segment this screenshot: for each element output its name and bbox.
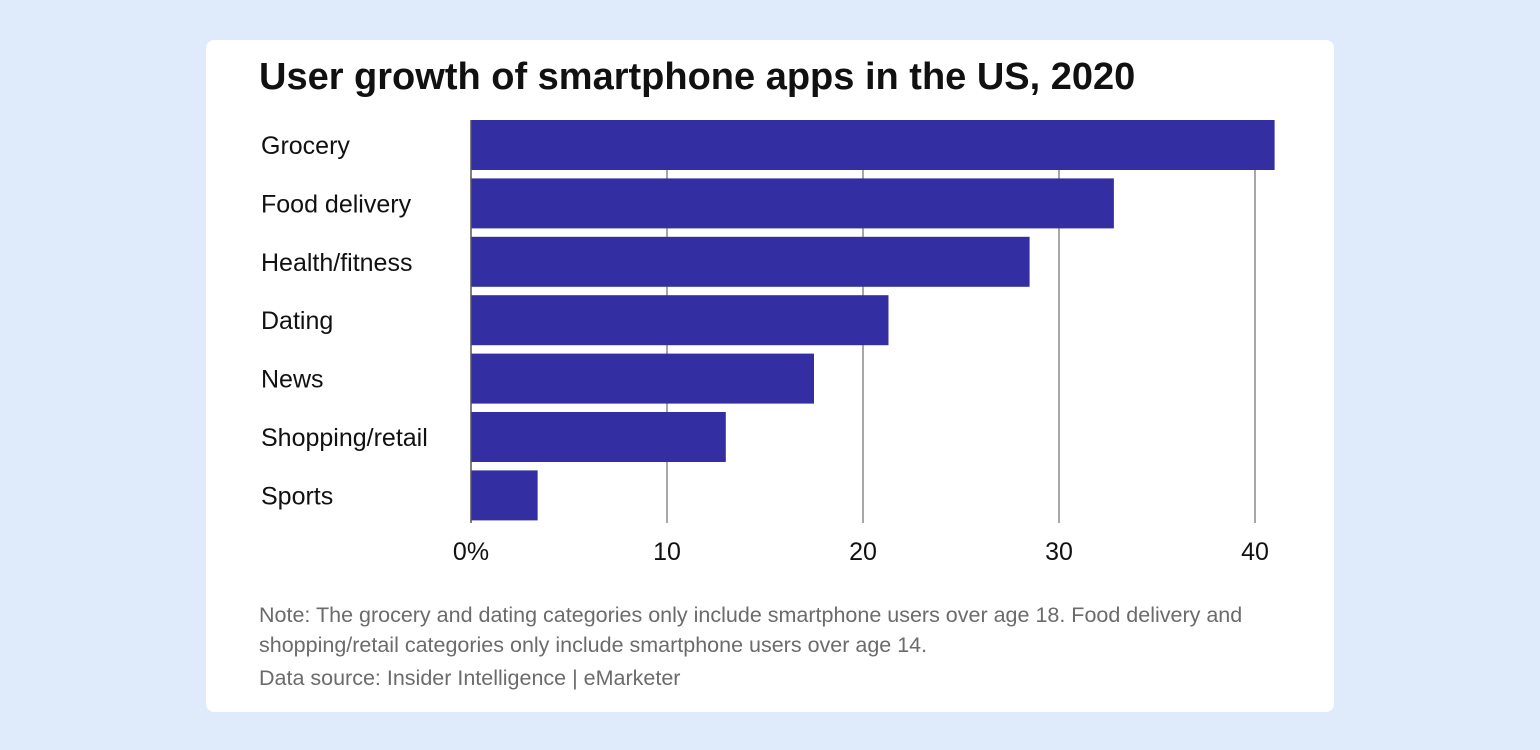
category-label-shopping-retail: Shopping/retail: [261, 424, 428, 452]
x-tick-label-40: 40: [1241, 538, 1269, 566]
bar-food-delivery: [471, 178, 1114, 229]
x-tick-label-10: 10: [653, 538, 681, 566]
x-tick-label-30: 30: [1045, 538, 1073, 566]
data-source: Data source: Insider Intelligence | eMar…: [259, 666, 681, 690]
bar-grocery: [471, 120, 1275, 170]
bar-dating: [471, 295, 889, 346]
x-tick-label-0: 0%: [453, 538, 489, 566]
category-label-food-delivery: Food delivery: [261, 190, 412, 218]
bar-sports: [471, 470, 538, 521]
bar-chart: Grocery Food delivery Health/fitness Dating…: [261, 120, 1275, 566]
x-tick-label-20: 20: [849, 538, 877, 566]
category-label-news: News: [261, 366, 324, 394]
chart-card: User growth of smartphone apps in the US…: [206, 40, 1334, 712]
category-label-dating: Dating: [261, 307, 333, 335]
chart-note: Note: The grocery and dating categories …: [259, 603, 1243, 657]
chart-title: User growth of smartphone apps in the US…: [259, 56, 1136, 98]
category-label-grocery: Grocery: [261, 132, 350, 160]
bar-news: [471, 353, 814, 404]
bar-shopping-retail: [471, 412, 726, 462]
category-label-health-fitness: Health/fitness: [261, 249, 412, 277]
bar-health-fitness: [471, 236, 1030, 287]
category-label-sports: Sports: [261, 482, 333, 510]
